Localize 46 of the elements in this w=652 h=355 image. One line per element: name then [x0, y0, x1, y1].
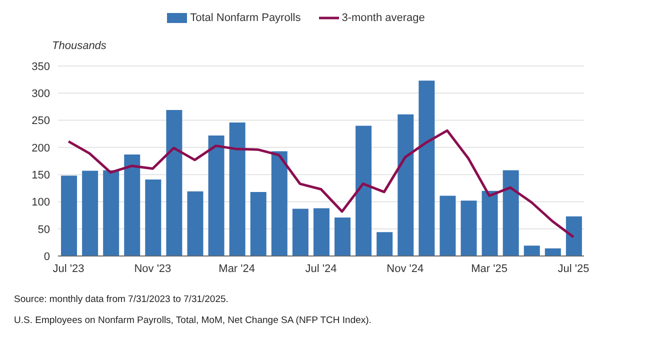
bar	[460, 200, 477, 256]
bar	[61, 176, 77, 256]
x-tick-label: Jul '25	[558, 262, 590, 275]
bar	[187, 191, 204, 256]
bar	[440, 196, 456, 256]
x-tick-label: Jul '23	[52, 262, 84, 275]
x-tick-label: Nov '24	[386, 262, 424, 275]
bar	[482, 190, 498, 256]
bar	[166, 110, 182, 256]
y-tick-label: 300	[32, 88, 50, 100]
bar	[544, 248, 561, 256]
bar	[418, 80, 435, 256]
y-tick-label: 150	[32, 169, 50, 182]
legend-label: 3-month average	[340, 12, 425, 24]
y-tick-label: 50	[38, 224, 50, 236]
bar	[229, 122, 246, 256]
y-tick-label: 350	[32, 60, 50, 73]
x-tick-label: Jul '24	[305, 262, 337, 275]
x-tick-label: Mar '25	[471, 262, 508, 275]
bar	[566, 216, 582, 256]
bar	[502, 170, 519, 256]
bar	[271, 151, 288, 256]
legend-label: Total Nonfarm Payrolls	[189, 12, 301, 24]
bar	[376, 232, 393, 256]
bar	[124, 154, 140, 256]
line-series	[67, 129, 575, 238]
bar	[145, 179, 162, 256]
bar	[524, 246, 540, 256]
source-note: Source: monthly data from 7/31/2023 to 7/31/2025.	[14, 294, 230, 305]
bar	[103, 170, 120, 256]
bar	[292, 208, 308, 256]
x-tick-label: Mar '24	[218, 262, 256, 275]
bar	[334, 217, 351, 256]
bar	[313, 208, 330, 256]
bar	[82, 170, 98, 256]
y-tick-label: 250	[32, 115, 50, 128]
bar	[356, 126, 372, 256]
y-tick-label: 100	[32, 196, 50, 209]
y-tick-label: 0	[44, 250, 50, 263]
bar	[208, 135, 224, 256]
y-tick-label: 200	[32, 142, 50, 154]
x-tick-label: Nov '23	[134, 262, 172, 275]
bar	[398, 114, 414, 256]
bar	[250, 192, 266, 256]
text: U.S. Employees on Nonfarm Payrolls, Total, MoM, Net Change SA (NFP TCH Index).	[14, 315, 372, 326]
y-axis-title: Thousands	[52, 40, 106, 52]
